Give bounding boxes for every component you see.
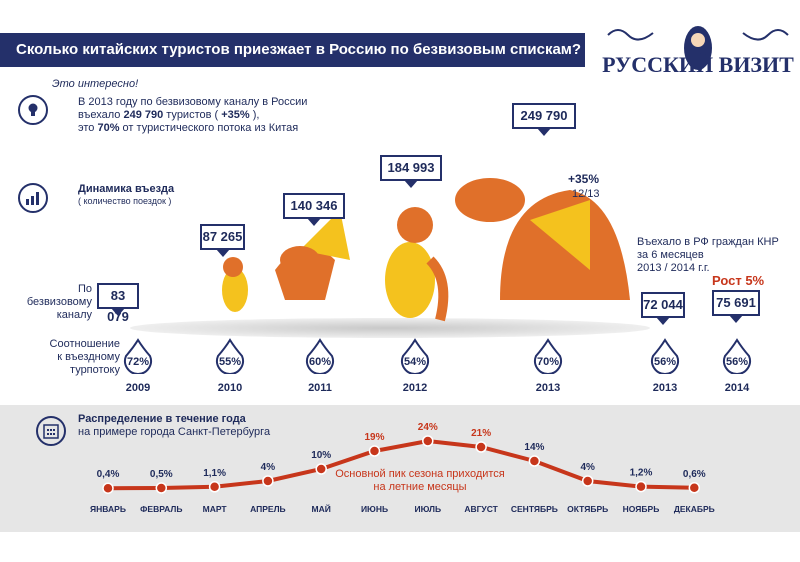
season-point xyxy=(102,482,114,494)
month-label: МАРТ xyxy=(203,504,228,514)
dragons-illustration xyxy=(222,178,630,322)
ratio-value: 55% xyxy=(219,356,241,368)
dragon-2011 xyxy=(275,210,350,300)
month-label: СЕНТЯБРЬ xyxy=(511,504,558,514)
bar-chart-icon xyxy=(18,183,48,213)
year-label: 2009 xyxy=(125,382,151,394)
dragon-2012 xyxy=(385,207,449,322)
season-point xyxy=(581,475,594,487)
season-title: Распределение в течение года xyxy=(78,413,246,425)
year-label: 2013 xyxy=(652,382,678,394)
month-label: ИЮНЬ xyxy=(361,504,388,514)
page-title: Сколько китайских туристов приезжает в Р… xyxy=(0,33,585,67)
dynamics-subtitle: ( количество поездок ) xyxy=(78,196,172,206)
season-point xyxy=(262,475,274,487)
season-value-label: 0,5% xyxy=(150,469,173,480)
ratio-value: 56% xyxy=(726,356,748,368)
season-value-label: 4% xyxy=(261,462,276,473)
season-value-label: 0,4% xyxy=(97,469,120,480)
row-label: По безвизовому каналу xyxy=(26,283,92,321)
season-annotation: Основной пик сезона приходится на летние … xyxy=(335,468,505,493)
value-bubble: 83 079 xyxy=(97,283,139,324)
season-point xyxy=(315,463,327,475)
season-value-label: 10% xyxy=(311,450,331,461)
year-label: 2010 xyxy=(217,382,243,394)
month-label: АВГУСТ xyxy=(464,504,498,514)
year-label: 2013 xyxy=(535,382,561,394)
season-subtitle: на примере города Санкт-Петербурга xyxy=(78,426,271,438)
month-label: НОЯБРЬ xyxy=(623,504,660,514)
ground-shadow xyxy=(130,318,650,338)
ratio-value: 70% xyxy=(537,356,559,368)
value-bubble: 140 346 xyxy=(283,193,345,226)
ratio-drop: 70% xyxy=(533,338,563,375)
ratio-drop: 54% xyxy=(400,338,430,375)
season-point xyxy=(155,482,168,494)
year-label: 2011 xyxy=(308,382,332,394)
ratio-drop: 56% xyxy=(722,338,752,375)
half-year-note: Въехало в РФ граждан КНР за 6 месяцев 2013… xyxy=(637,236,779,274)
season-value-label: 0,6% xyxy=(683,469,706,480)
month-label: ФЕВРАЛЬ xyxy=(140,504,182,514)
season-point xyxy=(368,445,381,457)
ratio-drop: 72% xyxy=(123,338,153,375)
month-label: ДЕКАБРЬ xyxy=(674,504,715,514)
month-label: ИЮЛЬ xyxy=(414,504,441,514)
season-value-label: 14% xyxy=(524,442,544,453)
growth-period: 12/13 xyxy=(572,188,600,200)
year-label: 2012 xyxy=(402,382,428,394)
month-label: АПРЕЛЬ xyxy=(250,504,286,514)
ratio-drop: 56% xyxy=(650,338,680,375)
logo: РУССКИЙ ВИЗИТ xyxy=(598,20,798,80)
season-value-label: 1,2% xyxy=(630,468,653,479)
season-point xyxy=(688,482,701,494)
ratio-drop: 60% xyxy=(305,338,335,375)
ratio-drop: 55% xyxy=(215,338,245,375)
season-point xyxy=(475,441,487,453)
svg-text:РУССКИЙ ВИЗИТ: РУССКИЙ ВИЗИТ xyxy=(602,52,794,77)
value-bubble: 87 265 xyxy=(200,224,245,257)
month-label: ОКТЯБРЬ xyxy=(567,504,608,514)
dragon-2010 xyxy=(222,257,248,312)
season-point xyxy=(635,480,647,493)
ratio-value: 56% xyxy=(654,356,676,368)
season-value-label: 4% xyxy=(580,462,595,473)
season-value-label: 19% xyxy=(364,432,384,443)
ratio-value: 72% xyxy=(127,356,149,368)
growth-value: +35% xyxy=(568,172,600,186)
season-line xyxy=(107,438,695,491)
dragon-2013 xyxy=(455,178,630,300)
value-bubble: 184 993 xyxy=(380,155,442,188)
value-bubble: 249 790 xyxy=(512,103,576,136)
season-value-label: 21% xyxy=(471,428,491,439)
calendar-icon xyxy=(36,416,66,446)
fact-text: В 2013 году по безвизовому каналу в Росс… xyxy=(78,96,308,134)
season-value-label: 1,1% xyxy=(203,468,226,479)
lightbulb-icon xyxy=(18,95,48,125)
season-point xyxy=(208,481,221,493)
month-label: МАЙ xyxy=(312,503,331,514)
dynamics-title: Динамика въезда xyxy=(78,183,175,195)
value-bubble: 72 044 xyxy=(641,292,685,325)
fact-label: Это интересно! xyxy=(52,78,139,90)
ratio-value: 54% xyxy=(404,356,426,368)
season-value-label: 24% xyxy=(418,422,438,433)
seasonal-line-chart: 0,4% ЯНВАРЬ 0,5% ФЕВРАЛЬ 1,1% МАРТ 4% АПРЕЛЬ 10%… xyxy=(90,422,715,514)
year-label: 2014 xyxy=(724,382,750,394)
half-year-growth: Рост 5% xyxy=(712,273,765,288)
ratio-value: 60% xyxy=(309,356,331,368)
season-point xyxy=(422,435,434,447)
month-label: ЯНВАРЬ xyxy=(90,504,126,514)
value-bubble: 75 691 xyxy=(712,290,760,323)
ratio-label: Соотношение к въездному турпотоку xyxy=(49,338,120,376)
season-point xyxy=(528,455,541,467)
seasonal-section xyxy=(0,405,800,532)
